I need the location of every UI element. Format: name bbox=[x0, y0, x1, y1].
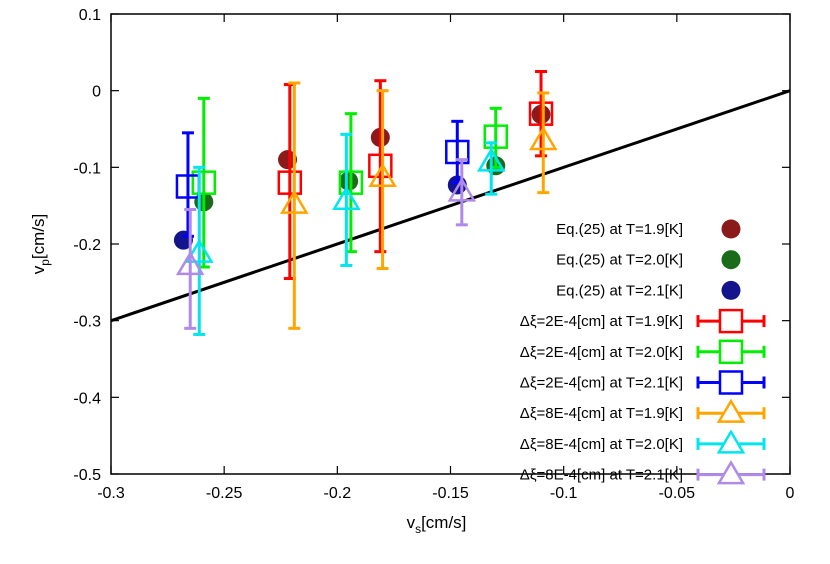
triangle-marker bbox=[175, 250, 205, 276]
triangle-marker bbox=[280, 189, 309, 214]
x-tick-label: -0.2 bbox=[324, 485, 352, 502]
x-tick-label: -0.3 bbox=[97, 485, 125, 502]
legend-label: Δξ=8E-4[cm] at T=1.9[K] bbox=[520, 405, 683, 422]
series-2 bbox=[173, 175, 467, 250]
x-axis-label: vs[cm/s] bbox=[407, 513, 467, 536]
legend-marker bbox=[718, 370, 744, 395]
x-tick-label: 0 bbox=[786, 485, 795, 502]
legend-label: Eq.(25) at T=2.0[K] bbox=[556, 252, 683, 269]
x-tick-label: -0.15 bbox=[432, 485, 469, 502]
legend-marker bbox=[721, 250, 741, 270]
reference-line bbox=[111, 89, 790, 323]
square-marker bbox=[445, 139, 470, 165]
legend-label: Δξ=8E-4[cm] at T=2.0[K] bbox=[520, 436, 683, 453]
legend-entry-5: Δξ=2E-4[cm] at T=2.1[K] bbox=[520, 370, 766, 395]
legend-label: Δξ=2E-4[cm] at T=2.1[K] bbox=[520, 375, 683, 392]
y-tick-label: 0.1 bbox=[79, 7, 101, 24]
legend-entry-4: Δξ=2E-4[cm] at T=2.0[K] bbox=[520, 339, 766, 365]
legend-label: Eq.(25) at T=2.1[K] bbox=[556, 282, 683, 299]
legend-marker bbox=[718, 308, 744, 334]
x-tick-label: -0.25 bbox=[206, 485, 243, 502]
square-marker bbox=[191, 170, 217, 195]
legend-entry-3: Δξ=2E-4[cm] at T=1.9[K] bbox=[520, 308, 766, 334]
series-5 bbox=[175, 119, 470, 238]
legend-entry-6: Δξ=8E-4[cm] at T=1.9[K] bbox=[520, 398, 766, 423]
legend-entry-7: Δξ=8E-4[cm] at T=2.0[K] bbox=[520, 429, 766, 454]
axes: -0.3 -0.25 -0.2 -0.15 -0.1 -0.05 0 0.1 0 -0.1 -0.2… bbox=[29, 7, 795, 536]
series-6 bbox=[280, 81, 558, 330]
legend-entry-1: Eq.(25) at T=2.0[K] bbox=[556, 250, 741, 270]
y-axis-label: vp[cm/s] bbox=[29, 214, 52, 275]
series-7 bbox=[184, 132, 506, 336]
legend-marker bbox=[716, 460, 746, 485]
series-3 bbox=[277, 70, 554, 280]
legend-label: Δξ=2E-4[cm] at T=1.9[K] bbox=[520, 313, 683, 330]
legend-marker bbox=[721, 280, 741, 300]
plot-frame bbox=[110, 13, 791, 475]
y-tick-label: 0 bbox=[92, 84, 101, 101]
triangle-marker bbox=[332, 185, 361, 211]
series-8 bbox=[175, 158, 477, 330]
y-tick-label: -0.3 bbox=[73, 314, 101, 331]
legend-entry-2: Eq.(25) at T=2.1[K] bbox=[556, 280, 741, 300]
legend-label: Eq.(25) at T=1.9[K] bbox=[556, 221, 683, 238]
triangle-marker bbox=[529, 125, 558, 151]
legend-marker bbox=[721, 219, 741, 239]
legend-marker bbox=[716, 429, 746, 454]
x-tick-label: -0.05 bbox=[659, 485, 696, 502]
triangle-marker bbox=[184, 238, 214, 263]
y-tick-label: -0.1 bbox=[73, 160, 101, 177]
legend-label: Δξ=2E-4[cm] at T=2.0[K] bbox=[520, 344, 683, 361]
square-marker bbox=[528, 101, 554, 126]
triangle-marker bbox=[447, 177, 477, 202]
triangle-marker bbox=[368, 162, 397, 188]
square-marker bbox=[368, 153, 393, 179]
y-tick-label: -0.4 bbox=[73, 390, 101, 407]
legend-marker bbox=[716, 398, 746, 423]
legend-label: Δξ=8E-4[cm] at T=2.1[K] bbox=[520, 467, 683, 484]
y-tick-label: -0.5 bbox=[73, 467, 101, 484]
x-tick-label: -0.1 bbox=[550, 485, 578, 502]
legend-marker bbox=[718, 339, 744, 365]
triangle-marker bbox=[476, 147, 506, 172]
legend-entry-8: Δξ=8E-4[cm] at T=2.1[K] bbox=[520, 460, 766, 485]
circle-marker bbox=[339, 171, 359, 191]
legend-entry-0: Eq.(25) at T=1.9[K] bbox=[556, 219, 741, 239]
legend: Eq.(25) at T=1.9[K] Eq.(25) at T=2.0[K] Eq… bbox=[520, 219, 766, 485]
plot-area bbox=[111, 70, 790, 336]
series-4 bbox=[191, 96, 509, 269]
square-marker bbox=[277, 170, 303, 195]
square-marker bbox=[483, 124, 509, 149]
y-tick-label: -0.2 bbox=[73, 237, 101, 254]
series-0 bbox=[278, 104, 551, 170]
circle-marker bbox=[278, 150, 298, 170]
